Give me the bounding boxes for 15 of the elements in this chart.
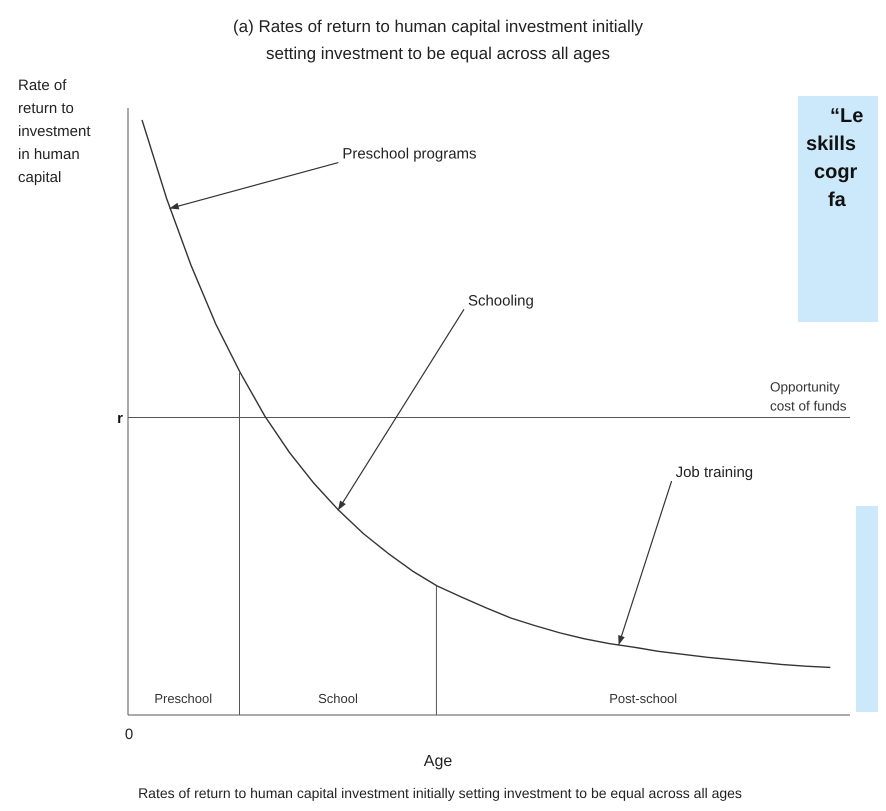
text: Rates of return to human capital investment initially setting investment to be equal across all ages: [138, 785, 742, 801]
annotation: School: [318, 691, 358, 706]
annotation: “Le skills cogr fa: [806, 104, 864, 213]
annotation: Schooling: [468, 292, 534, 310]
chart-title: (a) Rates of return to human capital investment initially setting investment to be equal across all ages: [232, 17, 644, 63]
y-axis-title: Rate of return to investment in human capital: [18, 77, 92, 186]
annotation: Job training: [676, 464, 754, 482]
ref-line-label: r: [117, 410, 124, 427]
text-panel: “Le skills cogr fa: [798, 96, 878, 322]
x-axis-title: Age: [424, 753, 452, 770]
annotation: Opportunity cost of funds: [770, 379, 847, 414]
text: 0: [124, 726, 134, 743]
annotation: Post-school: [609, 691, 678, 706]
annotation: Preschool: [154, 691, 212, 706]
annotation: Preschool programs: [342, 146, 477, 163]
